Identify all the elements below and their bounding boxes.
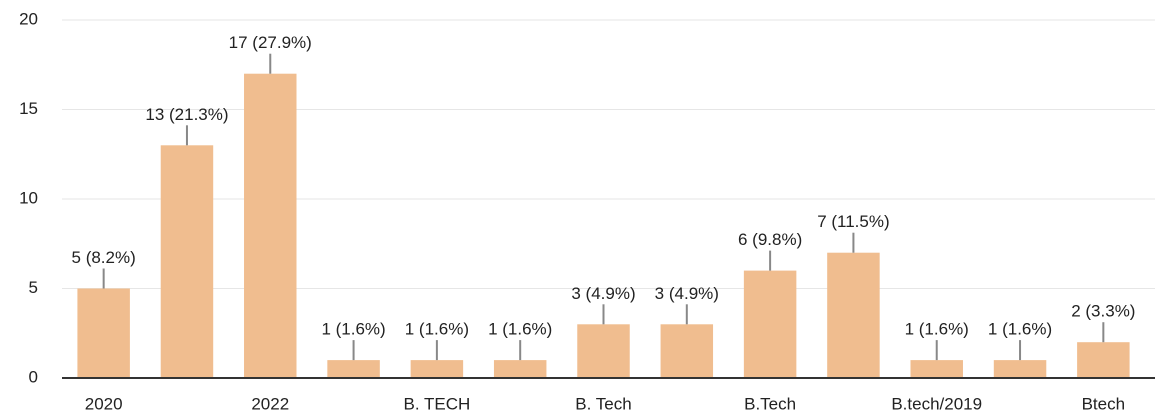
data-label: 3 (4.9%) xyxy=(655,284,719,303)
bar xyxy=(1077,342,1130,378)
bar xyxy=(493,360,547,378)
data-label: 1 (1.6%) xyxy=(321,320,385,339)
x-tick-label: Btech xyxy=(1082,394,1125,413)
y-tick-label: 15 xyxy=(19,99,38,118)
data-label: 1 (1.6%) xyxy=(488,320,552,339)
y-tick-label: 20 xyxy=(19,9,38,28)
bar xyxy=(577,324,630,378)
data-label: 17 (27.9%) xyxy=(229,33,312,52)
bar xyxy=(160,145,214,378)
x-tick-label: 2020 xyxy=(85,394,123,413)
data-label: 6 (9.8%) xyxy=(738,230,802,249)
bar xyxy=(410,360,464,378)
bar xyxy=(827,252,880,378)
y-tick-label: 10 xyxy=(19,188,38,207)
x-tick-label: B. Tech xyxy=(575,394,631,413)
y-tick-label: 5 xyxy=(29,278,38,297)
data-label: 13 (21.3%) xyxy=(145,105,228,124)
bar xyxy=(993,360,1047,378)
data-label: 2 (3.3%) xyxy=(1071,302,1135,321)
bar xyxy=(327,360,380,378)
x-tick-label: 2022 xyxy=(251,394,289,413)
data-label: 7 (11.5%) xyxy=(817,212,889,231)
data-label: 5 (8.2%) xyxy=(72,248,136,267)
x-tick-label: B. TECH xyxy=(404,394,471,413)
bar xyxy=(77,288,130,378)
data-label: 1 (1.6%) xyxy=(905,320,969,339)
bar xyxy=(244,73,297,378)
bar xyxy=(660,324,714,378)
x-tick-label: B.Tech xyxy=(744,394,796,413)
y-tick-label: 0 xyxy=(29,367,38,386)
bar xyxy=(910,360,963,378)
data-label: 1 (1.6%) xyxy=(988,320,1052,339)
data-label: 1 (1.6%) xyxy=(405,320,469,339)
x-tick-label: B.tech/2019 xyxy=(891,394,982,413)
data-label: 3 (4.9%) xyxy=(571,284,635,303)
bar xyxy=(743,270,797,378)
